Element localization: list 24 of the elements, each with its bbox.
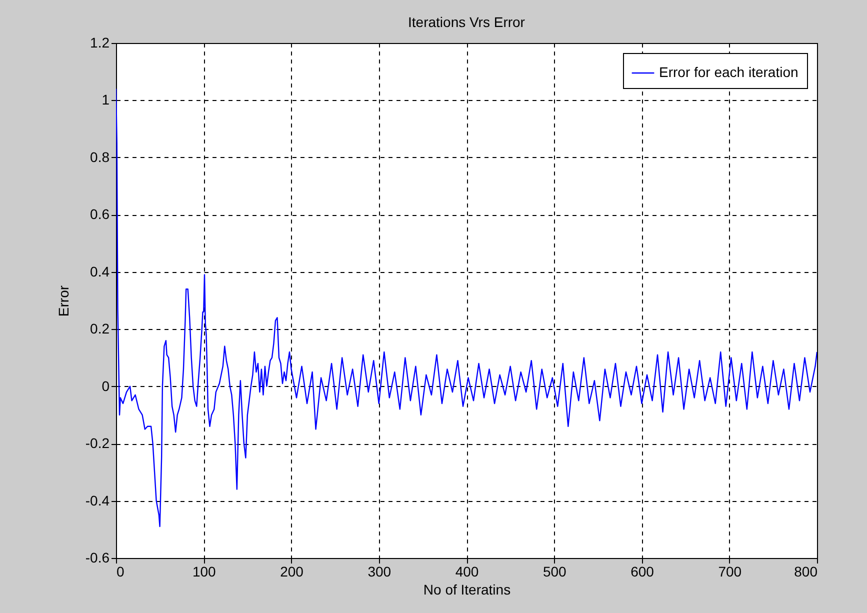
x-axis-title: No of Iteratins xyxy=(423,582,511,598)
x-tick-label: 500 xyxy=(542,564,567,580)
x-tick-label: 200 xyxy=(280,564,304,580)
y-tick-label: 0.6 xyxy=(90,206,110,222)
y-tick-label: -0.4 xyxy=(85,492,110,508)
x-tick-label: 0 xyxy=(116,564,124,580)
y-tick-label: -0.2 xyxy=(85,435,110,452)
y-tick-label: 0.8 xyxy=(90,148,110,165)
y-tick-label: 1 xyxy=(102,92,110,108)
x-tick-label: 300 xyxy=(368,564,392,580)
y-axis-title: Error xyxy=(55,285,72,317)
x-tick-label: 100 xyxy=(192,564,216,580)
chart-title: Iterations Vrs Error xyxy=(408,14,526,30)
x-tick-label: 800 xyxy=(794,564,818,580)
y-tick-label: 1.2 xyxy=(90,34,110,50)
x-tick-label: 600 xyxy=(630,564,654,580)
y-tick-label: 0.2 xyxy=(90,320,110,337)
line-series xyxy=(116,88,817,528)
x-tick-label: 700 xyxy=(718,564,742,580)
y-tick-label: 0 xyxy=(102,378,110,394)
y-tick-label: -0.6 xyxy=(85,550,110,566)
x-tick-label: 400 xyxy=(455,564,479,580)
y-tick-label: 0.4 xyxy=(90,263,110,280)
legend-label: Error for each iteration xyxy=(659,64,798,80)
